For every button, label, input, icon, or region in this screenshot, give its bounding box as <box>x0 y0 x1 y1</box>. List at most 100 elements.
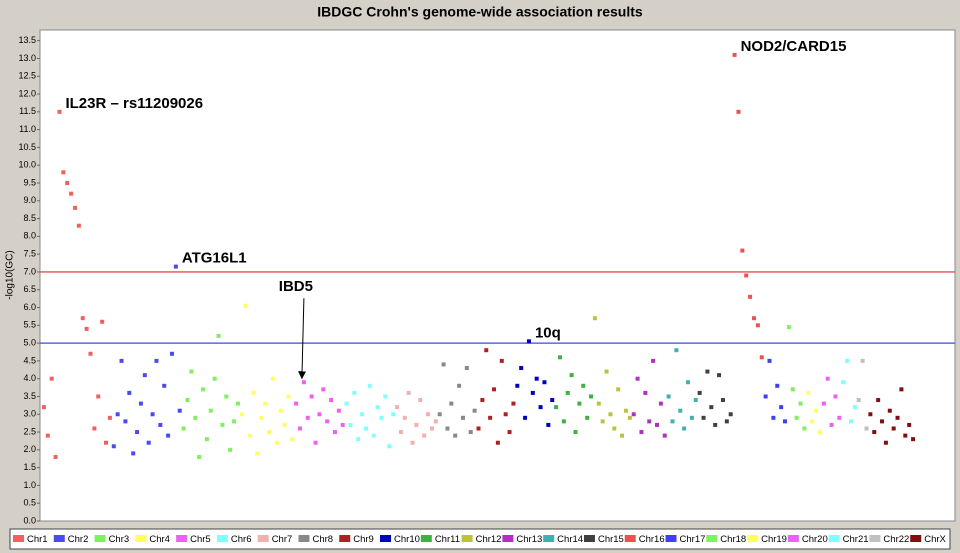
point <box>162 383 167 388</box>
point <box>608 412 613 417</box>
point <box>911 437 916 442</box>
point <box>476 426 481 431</box>
point <box>740 248 745 253</box>
point <box>119 358 124 363</box>
point <box>682 426 687 431</box>
legend-swatch <box>502 535 514 542</box>
legend-label: Chr7 <box>272 534 293 545</box>
point <box>80 316 85 321</box>
y-tick-label: 7.5 <box>23 249 36 259</box>
legend-swatch <box>53 535 65 542</box>
point <box>538 405 543 410</box>
point <box>492 387 497 392</box>
point <box>96 394 101 399</box>
chart-title: IBDGC Crohn's genome-wide association re… <box>317 4 643 20</box>
point <box>829 422 834 427</box>
point <box>216 333 221 338</box>
y-tick-label: 2.0 <box>23 444 36 454</box>
legend-label: Chr16 <box>639 534 665 545</box>
point <box>383 394 388 399</box>
point <box>317 412 322 417</box>
point <box>585 415 590 420</box>
point <box>278 408 283 413</box>
point <box>263 401 268 406</box>
point <box>814 408 819 413</box>
point <box>592 316 597 321</box>
y-tick-label: 8.5 <box>23 213 36 223</box>
point <box>724 419 729 424</box>
point <box>666 394 671 399</box>
point <box>115 412 120 417</box>
y-tick-label: 13.0 <box>18 53 36 63</box>
point <box>612 426 617 431</box>
point <box>806 390 811 395</box>
point <box>868 412 873 417</box>
legend-label: Chr13 <box>516 534 542 545</box>
point <box>674 348 679 353</box>
point <box>596 401 601 406</box>
point <box>577 401 582 406</box>
y-tick-label: 7.0 <box>23 266 36 276</box>
point <box>895 415 900 420</box>
point <box>298 426 303 431</box>
point <box>239 412 244 417</box>
point <box>61 170 66 175</box>
point <box>604 369 609 374</box>
point <box>554 405 559 410</box>
point <box>232 419 237 424</box>
legend-label: Chr9 <box>353 534 374 545</box>
point <box>282 422 287 427</box>
point <box>880 419 885 424</box>
point <box>736 109 741 114</box>
point <box>557 355 562 360</box>
point <box>848 419 853 424</box>
point <box>406 390 411 395</box>
point <box>352 390 357 395</box>
point <box>488 415 493 420</box>
legend-label: Chr12 <box>476 534 502 545</box>
point <box>228 447 233 452</box>
point <box>363 426 368 431</box>
point <box>146 440 151 445</box>
point <box>589 394 594 399</box>
y-tick-label: 5.0 <box>23 337 36 347</box>
point <box>173 264 178 269</box>
point <box>274 440 279 445</box>
legend-swatch <box>461 535 473 542</box>
point <box>445 426 450 431</box>
y-tick-label: 3.0 <box>23 409 36 419</box>
legend-swatch <box>828 535 840 542</box>
y-tick-label: 11.5 <box>19 106 36 116</box>
point <box>728 412 733 417</box>
y-tick-label: 1.5 <box>23 462 36 472</box>
legend-swatch <box>543 535 555 542</box>
annotation: IBD5 <box>279 278 313 295</box>
point <box>344 401 349 406</box>
y-tick-label: 10.5 <box>18 142 36 152</box>
point <box>852 405 857 410</box>
legend-swatch <box>624 535 636 542</box>
legend <box>9 528 951 550</box>
legend-swatch <box>13 535 24 542</box>
point <box>158 422 163 427</box>
point <box>755 323 760 328</box>
point <box>375 405 380 410</box>
y-tick-label: 0.0 <box>23 515 36 525</box>
point <box>507 430 512 435</box>
point <box>464 366 469 371</box>
point <box>402 415 407 420</box>
point <box>49 376 54 381</box>
point <box>212 376 217 381</box>
point <box>235 401 240 406</box>
point <box>453 433 458 438</box>
point <box>720 398 725 403</box>
point <box>565 390 570 395</box>
y-axis-label: -log10(GC) <box>5 250 16 299</box>
point <box>123 419 128 424</box>
point <box>480 398 485 403</box>
point <box>371 433 376 438</box>
point <box>495 440 500 445</box>
point <box>193 415 198 420</box>
point <box>627 415 632 420</box>
point <box>251 390 256 395</box>
